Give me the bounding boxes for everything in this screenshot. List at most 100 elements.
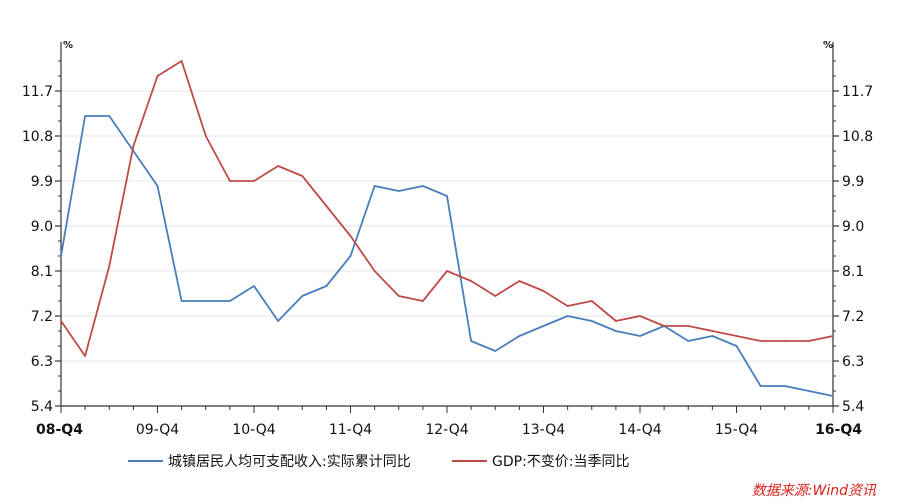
data-point xyxy=(639,335,641,337)
data-point xyxy=(590,300,593,302)
data-point xyxy=(446,270,448,272)
data-point xyxy=(325,285,328,287)
data-point xyxy=(759,385,762,387)
data-point xyxy=(542,325,545,327)
data-point xyxy=(832,395,834,397)
data-point xyxy=(614,330,617,332)
y-tick-label-right: 9.9 xyxy=(842,174,864,190)
data-point xyxy=(301,175,304,177)
x-tick-label: 08-Q4 xyxy=(36,422,83,438)
data-point xyxy=(494,350,497,352)
data-point xyxy=(421,300,424,302)
data-point xyxy=(518,280,521,282)
data-point xyxy=(84,355,87,357)
y-tick-label-left: 6.3 xyxy=(31,354,53,370)
data-point xyxy=(711,335,714,337)
data-point xyxy=(397,295,400,297)
data-point xyxy=(204,135,207,137)
data-point xyxy=(60,255,62,257)
data-point xyxy=(421,185,424,187)
legend: 城镇居民人均可支配收入:实际累计同比 GDP:不变价:当季同比 xyxy=(128,454,630,470)
data-point xyxy=(494,295,497,297)
data-point xyxy=(228,180,231,182)
data-point xyxy=(253,285,255,287)
series-line-1 xyxy=(60,60,834,357)
data-point xyxy=(639,315,641,317)
data-point xyxy=(590,320,593,322)
y-tick-label-left: 8.1 xyxy=(31,264,53,280)
gridlines xyxy=(61,90,833,407)
data-point xyxy=(253,180,255,182)
x-tick-label: 12-Q4 xyxy=(425,422,468,438)
data-point xyxy=(759,340,762,342)
data-point xyxy=(783,385,786,387)
y-axis-unit-left: % xyxy=(63,40,73,51)
series-lines xyxy=(60,60,834,397)
data-point xyxy=(518,335,521,337)
data-point xyxy=(228,300,231,302)
data-point xyxy=(84,115,87,117)
y-tick-label-right: 8.1 xyxy=(842,264,864,280)
data-point xyxy=(735,335,738,337)
y-axis-unit-right: % xyxy=(823,40,833,51)
data-point xyxy=(180,300,183,302)
legend-label-income: 城镇居民人均可支配收入:实际累计同比 xyxy=(168,454,411,470)
data-point xyxy=(60,320,62,322)
x-tick-label: 11-Q4 xyxy=(329,422,372,438)
data-point xyxy=(349,255,352,257)
data-point xyxy=(204,300,207,302)
data-point xyxy=(711,330,714,332)
y-tick-label-right: 11.7 xyxy=(842,84,873,100)
data-point xyxy=(156,75,159,77)
data-point xyxy=(832,335,834,337)
legend-label-gdp: GDP:不变价:当季同比 xyxy=(492,454,630,470)
data-point xyxy=(663,325,666,327)
y-tick-label-right: 10.8 xyxy=(842,129,873,145)
data-point xyxy=(687,340,690,342)
data-point xyxy=(542,290,545,292)
y-tick-label-left: 7.2 xyxy=(31,309,53,325)
data-point xyxy=(277,165,280,167)
data-point xyxy=(783,340,786,342)
data-point xyxy=(566,305,569,307)
series-line-0 xyxy=(60,115,834,397)
data-point xyxy=(397,190,400,192)
data-point xyxy=(807,340,810,342)
x-tick-label: 10-Q4 xyxy=(232,422,275,438)
x-tick-label: 09-Q4 xyxy=(136,422,179,438)
data-point xyxy=(349,235,352,237)
y-tick-label-left: 11.7 xyxy=(22,84,53,100)
data-point xyxy=(614,320,617,322)
y-tick-label-left: 9.0 xyxy=(31,219,53,235)
data-point xyxy=(373,185,376,187)
y-tick-label-right: 6.3 xyxy=(842,354,864,370)
data-point xyxy=(301,295,304,297)
y-tick-label-right: 7.2 xyxy=(842,309,864,325)
x-tick-label: 13-Q4 xyxy=(522,422,565,438)
data-point xyxy=(277,320,280,322)
data-point xyxy=(470,340,473,342)
y-tick-label-left: 5.4 xyxy=(31,399,53,415)
data-point xyxy=(132,145,135,147)
data-point xyxy=(807,390,810,392)
data-point xyxy=(180,60,183,62)
y-tick-label-right: 9.0 xyxy=(842,219,864,235)
y-axis-right-tick-labels: 11.7 10.8 9.9 9.0 8.1 7.2 6.3 5.4 xyxy=(842,84,873,415)
data-point xyxy=(156,185,159,187)
y-axis-left-tick-labels: 11.7 10.8 9.9 9.0 8.1 7.2 6.3 5.4 xyxy=(22,84,53,415)
data-point xyxy=(735,345,738,347)
data-point xyxy=(446,195,448,197)
data-point xyxy=(566,315,569,317)
y-tick-label-left: 9.9 xyxy=(31,174,53,190)
y-tick-label-left: 10.8 xyxy=(22,129,53,145)
data-point xyxy=(687,325,690,327)
x-tick-label: 16-Q4 xyxy=(815,422,862,438)
data-point xyxy=(373,270,376,272)
data-point xyxy=(325,205,328,207)
data-point xyxy=(108,115,111,117)
data-point xyxy=(470,280,473,282)
x-axis-tick-labels: 08-Q4 09-Q4 10-Q4 11-Q4 12-Q4 13-Q4 14-Q4 15-Q4… xyxy=(36,422,862,438)
axes xyxy=(55,42,839,413)
data-source-note: 数据来源:Wind资讯 xyxy=(752,483,877,499)
